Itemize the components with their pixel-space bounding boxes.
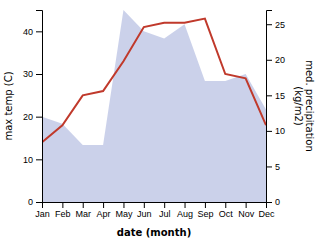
tick-label: 10: [23, 155, 33, 165]
tick: Jun: [137, 202, 152, 219]
tick-mark: [62, 202, 63, 208]
tick: 5: [266, 162, 280, 172]
tick-mark: [225, 202, 226, 208]
tick-mark: [36, 31, 42, 32]
tick: 20: [23, 112, 42, 122]
tick: Oct: [219, 202, 234, 219]
tick-label: 15: [275, 91, 285, 101]
tick-mark: [185, 202, 186, 208]
tick-label: 5: [275, 162, 280, 172]
tick: Mar: [75, 202, 91, 219]
tick-label: 20: [23, 112, 33, 122]
tick-mark: [83, 202, 84, 208]
line: [42, 19, 266, 143]
tick: 10: [23, 155, 42, 165]
tick-mark: [36, 117, 42, 118]
tick: Dec: [258, 202, 275, 219]
tick-label: Dec: [258, 209, 275, 219]
tick: Apr: [97, 202, 111, 219]
tick: 0: [266, 197, 280, 207]
marks: [42, 10, 266, 202]
tick-label: Oct: [219, 209, 234, 219]
tick-mark: [36, 159, 42, 160]
tick-label: Aug: [177, 209, 193, 219]
tick-mark: [266, 24, 272, 25]
tick-label: Mar: [75, 209, 91, 219]
tick-mark: [266, 202, 272, 203]
tick: 0: [28, 197, 42, 207]
tick-label: Feb: [55, 209, 71, 219]
tick: Aug: [177, 202, 193, 219]
y-axis: 0 10 20 30 40: [23, 11, 43, 208]
tick-label: 0: [28, 197, 33, 207]
tick-label: Jan: [35, 209, 50, 219]
tick-mark: [36, 74, 42, 75]
tick: 30: [23, 69, 42, 79]
tick-mark: [123, 202, 124, 208]
tick-mark: [144, 202, 145, 208]
tick-label: Sep: [197, 209, 213, 219]
axis-line: [267, 11, 273, 203]
axis-line: [43, 203, 267, 209]
tick-label: Jun: [137, 209, 152, 219]
area: [42, 10, 266, 202]
tick-mark: [164, 202, 165, 208]
x-axis-title: date (month): [117, 227, 191, 238]
tick-label: Nov: [238, 209, 255, 219]
chart: JanFebMarAprMayJunJulAugSepOctNovDec0102…: [0, 0, 318, 242]
plot: JanFebMarAprMayJunJulAugSepOctNovDec0102…: [23, 10, 285, 219]
tick-label: 0: [275, 197, 280, 207]
tick-label: 20: [275, 55, 285, 65]
tick-mark: [246, 202, 247, 208]
tick-label: Jul: [159, 209, 171, 219]
axis-line: [36, 11, 43, 203]
tick-mark: [266, 60, 272, 61]
tick: 20: [266, 55, 285, 65]
tick-label: 40: [23, 27, 33, 37]
tick: Feb: [55, 202, 71, 219]
tick-label: 10: [275, 126, 285, 136]
y2-axis-title: med. precipitation(kg/m2): [293, 60, 316, 152]
tick-mark: [36, 202, 42, 203]
tick: 15: [266, 91, 285, 101]
tick: Jan: [35, 202, 50, 219]
tick-mark: [205, 202, 206, 208]
tick: Nov: [238, 202, 255, 219]
y2-axis: 0 5 10 15 20 25: [266, 11, 285, 208]
tick: May: [115, 202, 133, 219]
tick: Jul: [159, 202, 171, 219]
tick: Sep: [197, 202, 213, 219]
tick-mark: [266, 131, 272, 132]
tick-label: 30: [23, 69, 33, 79]
tick: 10: [266, 126, 285, 136]
tick-mark: [266, 166, 272, 167]
tick-mark: [266, 95, 272, 96]
x-axis: Jan Feb Mar Apr May Jun Jul Aug Sep Oct NovDec: [35, 202, 275, 219]
tick-mark: [103, 202, 104, 208]
tick: 40: [23, 27, 42, 37]
tick-label: 25: [275, 20, 285, 30]
tick: 25: [266, 20, 285, 30]
tick-label: Apr: [97, 209, 111, 219]
tick-label: May: [115, 209, 133, 219]
y-axis-title: max temp (C): [3, 71, 14, 140]
